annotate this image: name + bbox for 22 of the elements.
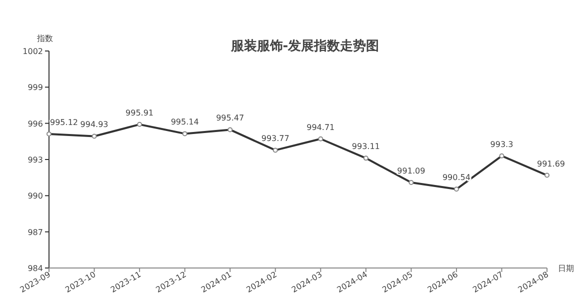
y-tick-label: 1002 <box>22 47 43 56</box>
y-tick-label: 987 <box>28 228 43 237</box>
data-label: 991.09 <box>397 166 426 176</box>
data-label: 994.71 <box>306 122 335 132</box>
data-label: 995.91 <box>126 108 154 118</box>
data-label: 993.77 <box>261 134 290 144</box>
data-label: 993.3 <box>490 140 514 149</box>
data-label: 995.47 <box>216 114 244 123</box>
data-label: 995.14 <box>170 118 199 127</box>
y-tick-label: 990 <box>28 192 43 201</box>
data-label: 993.11 <box>352 142 380 152</box>
y-tick-label: 999 <box>28 83 43 92</box>
y-tick-label: 984 <box>28 264 43 273</box>
data-label: 991.69 <box>537 159 565 168</box>
y-tick-label: 996 <box>28 119 43 128</box>
data-label: 994.93 <box>80 120 108 130</box>
x-axis-title: 日期 <box>558 264 574 273</box>
y-tick-label: 993 <box>28 156 43 164</box>
data-label: 990.54 <box>442 173 470 182</box>
chart-title: 服装服饰-发展指数走势图 <box>230 38 380 54</box>
y-axis-title: 指数 <box>36 34 53 43</box>
data-label: 995.12 <box>50 118 78 127</box>
